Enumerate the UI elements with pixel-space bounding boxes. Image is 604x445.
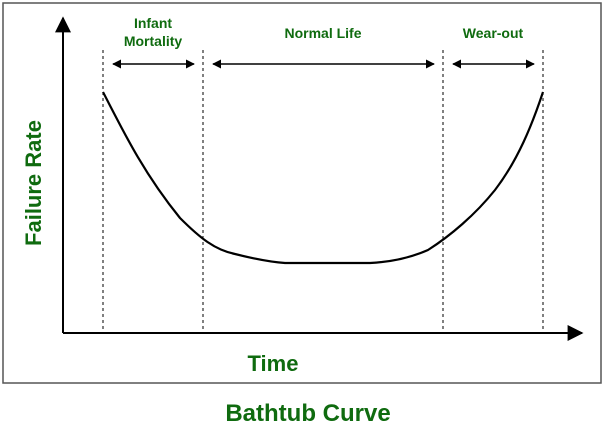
y-axis-label: Failure Rate [21, 120, 46, 246]
infant-mortality-label-line2: Mortality [124, 33, 183, 49]
normal-life-label: Normal Life [284, 25, 361, 41]
x-axis-label: Time [248, 351, 299, 376]
infant-mortality-label-line1: Infant [134, 15, 172, 31]
wear-out-label: Wear-out [463, 25, 524, 41]
diagram-frame [2, 2, 602, 384]
bathtub-curve [102, 91, 545, 265]
diagram-caption: Bathtub Curve [225, 400, 390, 427]
